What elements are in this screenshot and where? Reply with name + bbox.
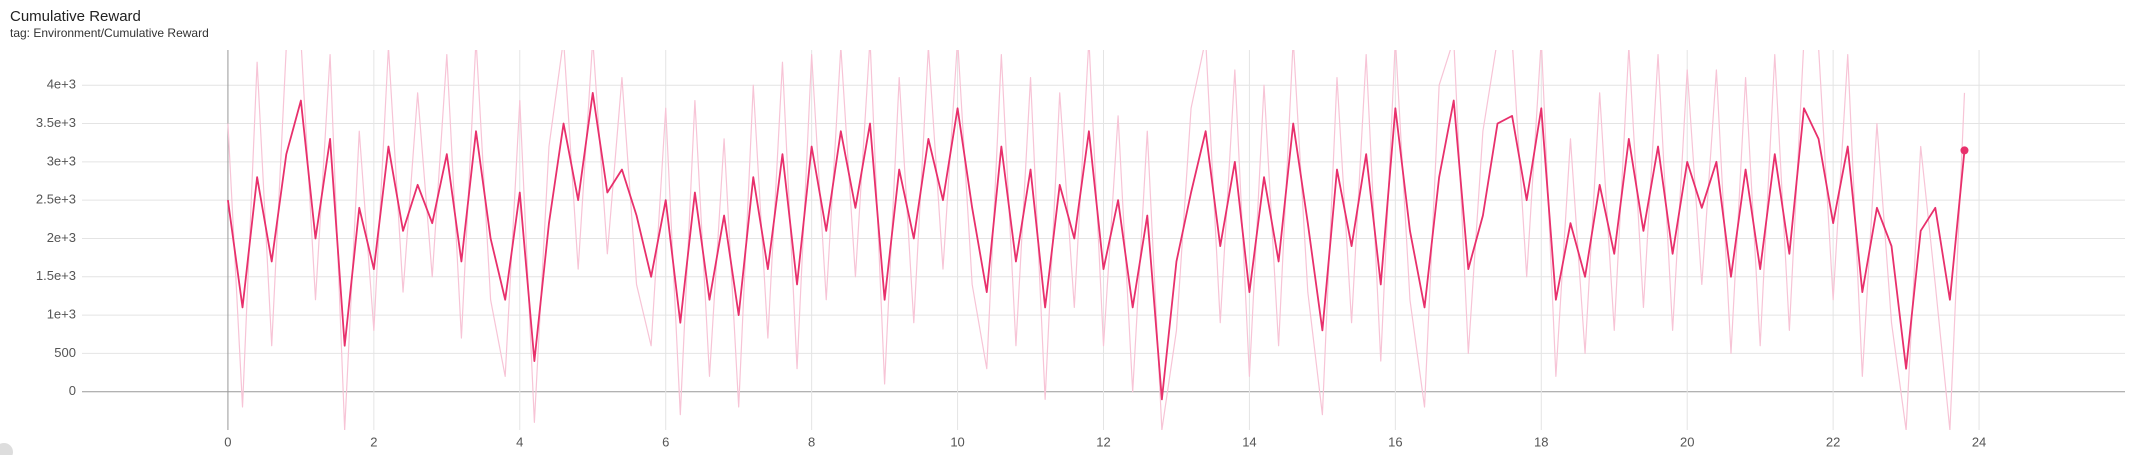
- x-tick-label: 16: [1388, 434, 1402, 449]
- series-line: [227, 50, 1966, 430]
- chart-title: Cumulative Reward: [10, 8, 141, 25]
- series-line: [227, 92, 1966, 401]
- x-tick-label: 12: [1096, 434, 1110, 449]
- y-tick-label: 2.5e+3: [36, 192, 76, 207]
- y-tick-label: 3.5e+3: [36, 115, 76, 130]
- last-point: [1960, 146, 1969, 155]
- corner-icon: [0, 443, 13, 455]
- y-tick-label: 4e+3: [47, 77, 76, 92]
- x-tick-label: 22: [1826, 434, 1840, 449]
- x-tick-label: 18: [1534, 434, 1548, 449]
- plot-area: [227, 50, 1969, 430]
- y-tick-label: 3e+3: [47, 153, 76, 168]
- x-tick-label: 6: [662, 434, 669, 449]
- y-tick-label: 0: [69, 383, 76, 398]
- x-tick-label: 0: [224, 434, 231, 449]
- chart-subtitle: tag: Environment/Cumulative Reward: [10, 26, 209, 40]
- y-tick-label: 2e+3: [47, 230, 76, 245]
- x-tick-label: 14: [1242, 434, 1256, 449]
- y-tick-label: 1e+3: [47, 307, 76, 322]
- y-tick-label: 1.5e+3: [36, 268, 76, 283]
- x-tick-label: 24: [1972, 434, 1986, 449]
- x-tick-label: 2: [370, 434, 377, 449]
- grid: 0 500 1e+3 1.5e+3 2e+3 2.5e+3 3e+3 3.5e+3 4e+3 0 2…: [36, 50, 2125, 449]
- x-tick-label: 4: [516, 434, 523, 449]
- x-tick-label: 20: [1680, 434, 1694, 449]
- y-tick-label: 500: [54, 345, 76, 360]
- x-tick-label: 8: [808, 434, 815, 449]
- x-tick-label: 10: [950, 434, 964, 449]
